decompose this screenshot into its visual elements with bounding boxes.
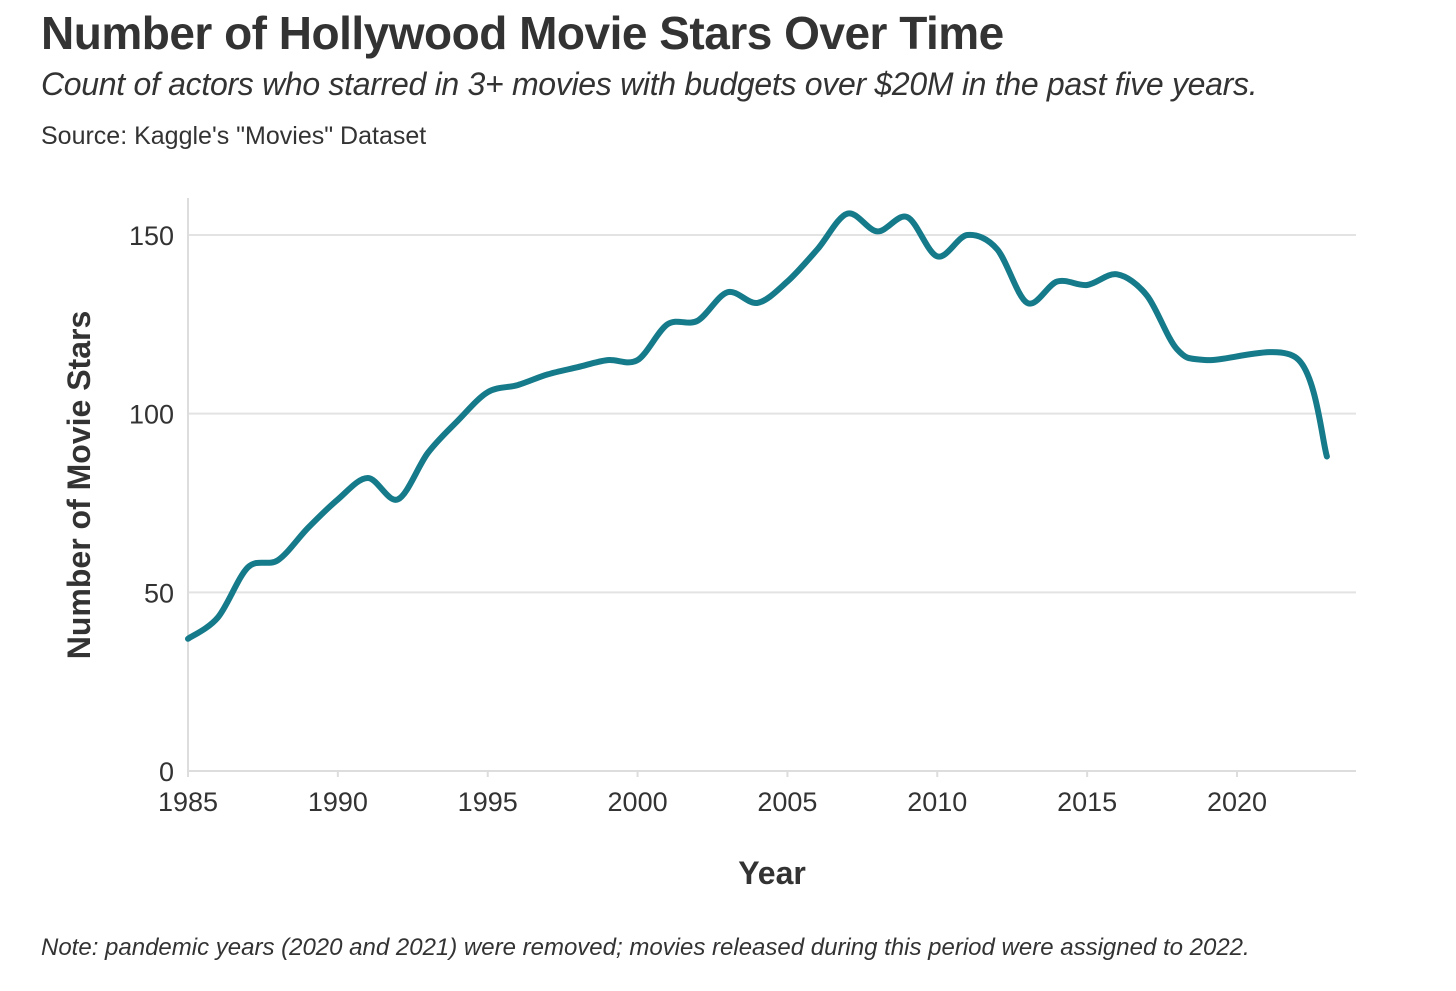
- y-tick-label: 150: [129, 221, 174, 251]
- x-axis-title: Year: [738, 855, 806, 891]
- x-tick-label: 2000: [608, 787, 668, 817]
- y-axis-title: Number of Movie Stars: [61, 311, 97, 660]
- x-tick-label: 1985: [158, 787, 218, 817]
- chart-title: Number of Hollywood Movie Stars Over Tim…: [41, 7, 1004, 59]
- chart-source: Source: Kaggle's "Movies" Dataset: [41, 122, 427, 150]
- x-tick-label: 2015: [1057, 787, 1117, 817]
- y-tick-label: 100: [129, 400, 174, 430]
- data-points: [185, 211, 1330, 642]
- y-tick-label: 0: [159, 757, 174, 787]
- chart-subtitle: Count of actors who starred in 3+ movies…: [41, 66, 1258, 102]
- series-line: [185, 210, 1330, 642]
- chart-note: Note: pandemic years (2020 and 2021) wer…: [41, 934, 1250, 961]
- x-tick-label: 2010: [907, 787, 967, 817]
- tick-labels: 0 50 100 150 1985 1990 1995 2000 2005 2010 2015 202…: [129, 221, 1267, 817]
- x-tick-label: 2020: [1207, 787, 1267, 817]
- y-tick-label: 50: [144, 578, 174, 608]
- grid-lines: [188, 234, 1356, 594]
- x-tick-label: 1995: [458, 787, 518, 817]
- x-tick-label: 1990: [308, 787, 368, 817]
- x-tick-label: 2005: [757, 787, 817, 817]
